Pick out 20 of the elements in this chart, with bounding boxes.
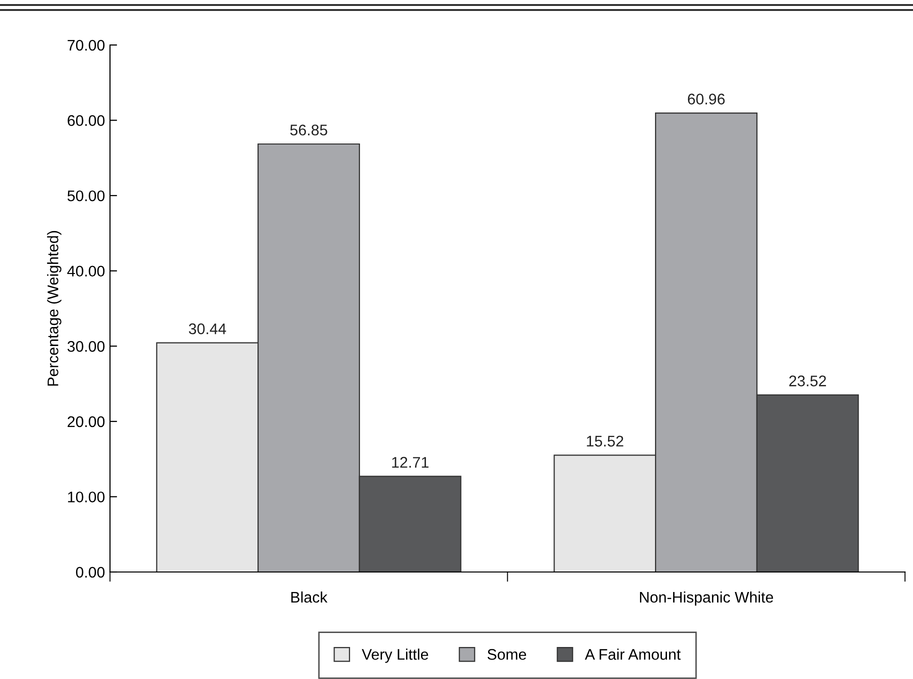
y-tick-label: 0.00 bbox=[76, 566, 105, 578]
data-label: 15.52 bbox=[586, 436, 624, 447]
legend-label: Some bbox=[488, 649, 526, 660]
legend-label: A Fair Amount bbox=[584, 648, 681, 660]
y-tick-label: 20.00 bbox=[68, 416, 105, 428]
x-tick-label: Black bbox=[291, 591, 328, 603]
y-tick-label: 50.00 bbox=[68, 190, 105, 202]
y-tick-label: 60.00 bbox=[68, 115, 105, 126]
data-label: 23.52 bbox=[789, 376, 826, 386]
y-tick-label: 10.00 bbox=[68, 492, 105, 502]
y-tick-label: 70.00 bbox=[68, 40, 105, 51]
y-tick-label: 30.00 bbox=[67, 341, 105, 352]
data-label: 30.44 bbox=[188, 323, 226, 334]
y-axis-title: Percentage (Weighted) bbox=[47, 231, 62, 386]
data-label: 12.71 bbox=[392, 456, 428, 468]
data-label: 60.96 bbox=[688, 94, 725, 104]
legend-label: Very Little bbox=[362, 648, 428, 663]
x-tick-label: Non-Hispanic White bbox=[640, 591, 774, 606]
y-tick-label: 40.00 bbox=[67, 266, 105, 277]
data-label: 56.85 bbox=[290, 124, 328, 136]
